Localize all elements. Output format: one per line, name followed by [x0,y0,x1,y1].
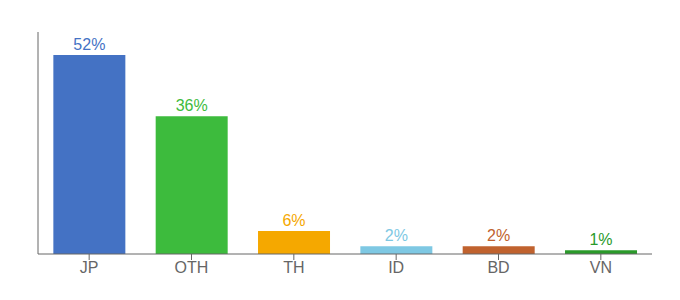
svg-text:VN: VN [590,259,612,276]
svg-text:2%: 2% [487,227,510,244]
svg-text:ID: ID [388,259,404,276]
svg-text:BD: BD [487,259,509,276]
svg-text:1%: 1% [589,231,612,248]
svg-text:36%: 36% [176,97,208,114]
svg-text:2%: 2% [385,227,408,244]
svg-text:TH: TH [283,259,304,276]
svg-text:JP: JP [80,259,99,276]
svg-text:OTH: OTH [175,259,209,276]
svg-text:52%: 52% [73,36,105,53]
svg-text:6%: 6% [282,212,305,229]
